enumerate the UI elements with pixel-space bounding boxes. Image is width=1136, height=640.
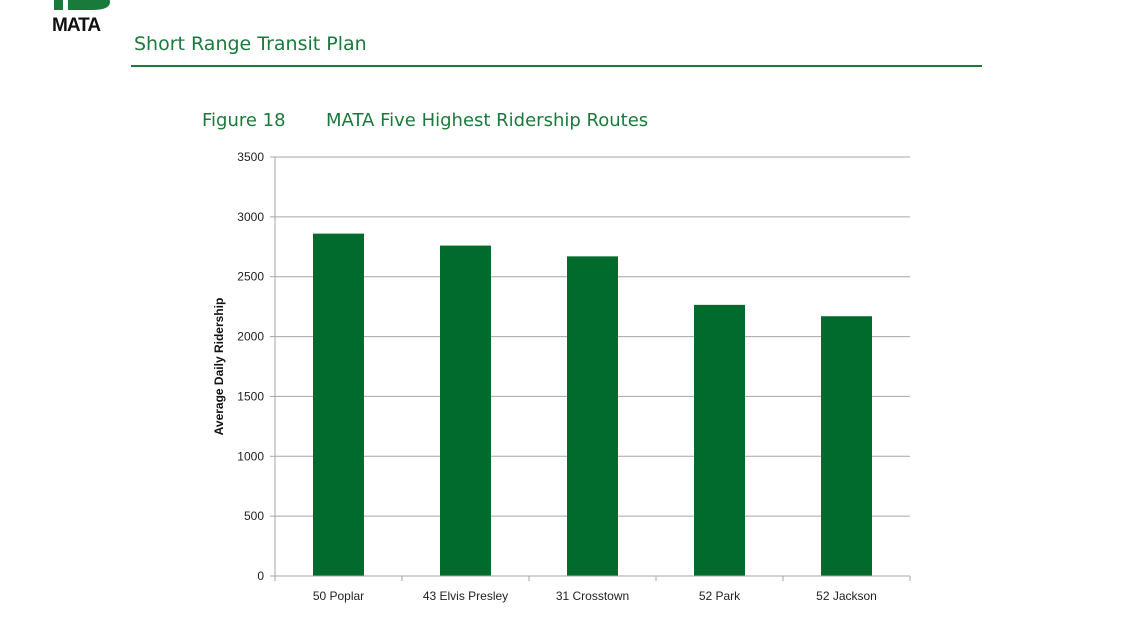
header-divider bbox=[131, 65, 982, 67]
logo-text: MATA bbox=[52, 15, 101, 36]
bars bbox=[313, 233, 872, 577]
y-tick-label: 2500 bbox=[237, 270, 264, 284]
figure-label: Figure 18 bbox=[202, 110, 286, 131]
figure-title: MATA Five Highest Ridership Routes bbox=[326, 110, 649, 131]
x-tick-label: 52 Jackson bbox=[816, 589, 877, 603]
y-tick-label: 2000 bbox=[237, 330, 264, 344]
mata-logo: MATA bbox=[52, 0, 116, 38]
bar bbox=[440, 245, 491, 577]
x-tick-label: 31 Crosstown bbox=[556, 589, 629, 603]
bar bbox=[821, 316, 872, 576]
y-tick-label: 0 bbox=[257, 569, 264, 583]
bar bbox=[567, 256, 618, 576]
y-axis-title: Average Daily Ridership bbox=[212, 298, 226, 436]
y-tick-label: 1000 bbox=[237, 449, 264, 463]
x-tick-label: 52 Park bbox=[699, 589, 741, 603]
bar bbox=[313, 233, 364, 577]
mata-logo-icon bbox=[54, 0, 110, 10]
x-axis-ticks: 50 Poplar 43 Elvis Presley 31 Crosstown 52 … bbox=[274, 576, 911, 603]
y-tick-label: 1500 bbox=[237, 389, 264, 403]
y-tick-label: 3500 bbox=[237, 150, 264, 164]
bar bbox=[694, 304, 745, 576]
y-tick-label: 500 bbox=[244, 509, 264, 523]
y-tick-label: 3000 bbox=[237, 210, 264, 224]
x-tick-label: 50 Poplar bbox=[313, 589, 364, 603]
x-tick-label: 43 Elvis Presley bbox=[423, 589, 508, 603]
page-title: Short Range Transit Plan bbox=[134, 33, 367, 55]
y-axis-ticks: 0 500 1000 1500 2000 2500 3000 3500 bbox=[237, 150, 275, 583]
